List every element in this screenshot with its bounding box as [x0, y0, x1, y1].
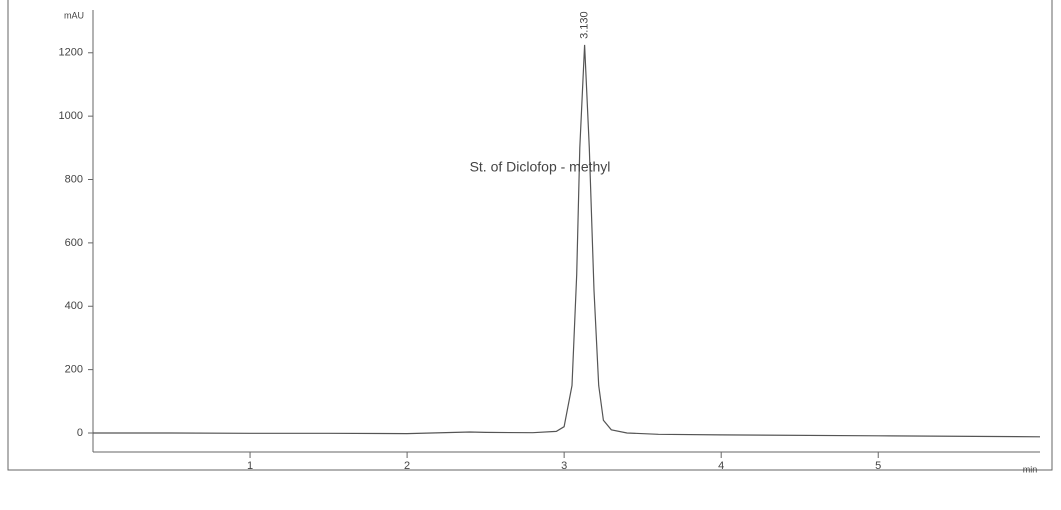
frame: [7, 0, 1053, 471]
x-tick-label: 1: [247, 460, 253, 472]
peak-label: 3.130: [578, 11, 590, 39]
y-tick-label: 400: [65, 300, 83, 312]
x-tick-label: 5: [875, 460, 881, 472]
x-tick-label: 4: [718, 460, 724, 472]
y-tick-label: 0: [77, 427, 83, 439]
x-tick-label: 3: [561, 460, 567, 472]
annotation: St. of Diclofop - methyl: [470, 159, 611, 175]
y-tick-label: 1000: [59, 110, 83, 122]
y-tick-label: 800: [65, 173, 83, 185]
x-tick-label: 2: [404, 460, 410, 472]
y-tick-label: 1200: [59, 47, 83, 59]
signal-line: [93, 44, 1041, 438]
y-tick-label: 200: [65, 364, 83, 376]
y-tick-label: 600: [65, 237, 83, 249]
x-axis-label: min: [1023, 464, 1038, 474]
y-axis-label: mAU: [64, 10, 84, 20]
